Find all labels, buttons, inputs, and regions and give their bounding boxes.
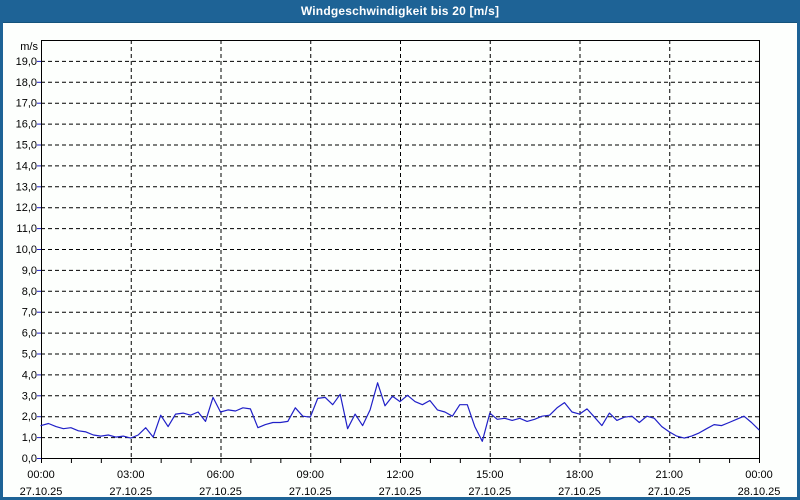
- y-tick-label: 14,0: [16, 160, 37, 172]
- x-date-label: 27.10.25: [648, 486, 691, 498]
- y-tick-label: 19,0: [16, 56, 37, 68]
- y-tick-marks: [37, 60, 41, 459]
- x-tick-labels: 00:00 27.10.25 03:00 27.10.25 06:00 27.10.25 0…: [20, 469, 781, 498]
- y-axis-unit-label: m/s: [20, 41, 38, 53]
- x-time-label: 03:00: [117, 469, 145, 481]
- x-date-label: 27.10.25: [468, 486, 511, 498]
- y-tick-label: 6,0: [22, 328, 37, 340]
- chart-title: Windgeschwindigkeit bis 20 [m/s]: [300, 4, 500, 18]
- x-time-label: 18:00: [566, 469, 594, 481]
- x-time-label: 21:00: [655, 469, 683, 481]
- x-date-label: 27.10.25: [289, 486, 332, 498]
- y-tick-label: 17,0: [16, 98, 37, 110]
- y-tick-label: 0,0: [22, 453, 37, 465]
- x-time-label: 12:00: [386, 469, 414, 481]
- x-date-label: 28.10.25: [738, 486, 781, 498]
- y-tick-labels: 0,0 1,0 2,0 3,0 4,0 5,0 6,0 7,0 8,0 9,0 10,0 11,0 12…: [16, 56, 37, 465]
- x-time-label: 06:00: [207, 469, 235, 481]
- y-tick-label: 2,0: [22, 411, 37, 423]
- y-tick-label: 12,0: [16, 202, 37, 214]
- y-tick-label: 13,0: [16, 181, 37, 193]
- window-title-bar: Windgeschwindigkeit bis 20 [m/s]: [3, 3, 797, 23]
- y-tick-label: 1,0: [22, 432, 37, 444]
- x-date-label: 27.10.25: [379, 486, 422, 498]
- y-tick-label: 7,0: [22, 307, 37, 319]
- x-time-label: 00:00: [27, 469, 55, 481]
- y-tick-label: 18,0: [16, 77, 37, 89]
- y-tick-label: 10,0: [16, 244, 37, 256]
- y-tick-label: 15,0: [16, 140, 37, 152]
- x-date-label: 27.10.25: [109, 486, 152, 498]
- y-tick-label: 16,0: [16, 119, 37, 131]
- x-time-label: 09:00: [296, 469, 324, 481]
- x-date-label: 27.10.25: [199, 486, 242, 498]
- x-time-label: 00:00: [745, 469, 773, 481]
- y-tick-label: 11,0: [16, 223, 37, 235]
- y-tick-label: 8,0: [22, 286, 37, 298]
- x-time-label: 15:00: [476, 469, 504, 481]
- x-date-label: 27.10.25: [20, 486, 63, 498]
- wind-speed-series-line: [40, 382, 760, 442]
- y-tick-label: 4,0: [22, 369, 37, 381]
- x-tick-marks: [41, 458, 760, 463]
- y-tick-label: 9,0: [22, 265, 37, 277]
- y-tick-label: 5,0: [22, 349, 37, 361]
- x-date-label: 27.10.25: [558, 486, 601, 498]
- y-tick-label: 3,0: [22, 390, 37, 402]
